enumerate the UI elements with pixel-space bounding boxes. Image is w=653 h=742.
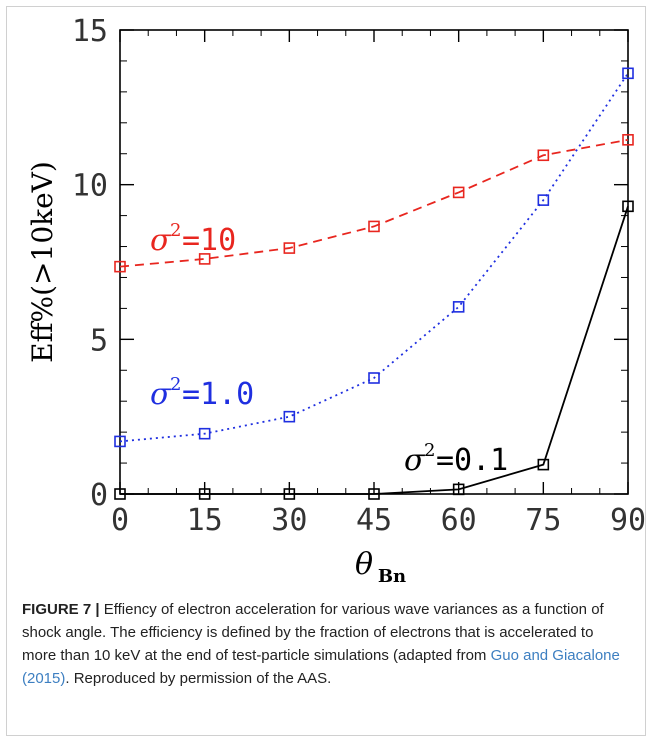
series-label-symbol: σ bbox=[150, 377, 172, 412]
x-tick-label: 60 bbox=[441, 503, 477, 538]
x-tick-label: 45 bbox=[356, 503, 392, 538]
figure-caption: FIGURE 7 | Effiency of electron accelera… bbox=[22, 598, 622, 690]
x-tick-label: 0 bbox=[111, 503, 129, 538]
data-point bbox=[537, 149, 550, 162]
data-point bbox=[368, 220, 380, 233]
plot-frame bbox=[119, 29, 629, 495]
y-tick-label: 0 bbox=[90, 478, 108, 513]
caption-text: Effiency of electron acceleration for va… bbox=[22, 601, 604, 664]
caption-text-end: . Reproduced by permission of the AAS. bbox=[65, 670, 332, 687]
data-point bbox=[283, 488, 296, 500]
series-label-value: =10 bbox=[182, 223, 236, 258]
data-point bbox=[622, 67, 634, 80]
x-tick-label: 75 bbox=[525, 503, 561, 538]
data-point bbox=[368, 488, 380, 500]
data-point bbox=[283, 242, 296, 254]
x-tick-label: 30 bbox=[271, 503, 307, 538]
data-point bbox=[114, 260, 126, 273]
data-point bbox=[114, 435, 126, 448]
x-axis-label: θ bbox=[355, 547, 373, 582]
data-point bbox=[622, 200, 634, 213]
x-axis-label-subscript: Bn bbox=[378, 566, 406, 587]
series-label-symbol: σ bbox=[404, 443, 426, 478]
series-label-superscript: 2 bbox=[170, 374, 181, 395]
data-point bbox=[198, 427, 211, 440]
series-label-value: =1.0 bbox=[182, 377, 254, 412]
y-tick-label: 5 bbox=[90, 323, 108, 358]
caption-label: FIGURE 7 | bbox=[22, 601, 100, 618]
series-label-symbol: σ bbox=[150, 223, 172, 258]
caption-citation-link[interactable]: Guo and Giacalone (2015) bbox=[22, 647, 620, 687]
data-point bbox=[452, 186, 465, 199]
series-line bbox=[120, 206, 629, 495]
data-point bbox=[114, 488, 126, 500]
series-line bbox=[119, 72, 629, 443]
series-label-value: =0.1 bbox=[436, 443, 508, 478]
data-point bbox=[198, 488, 211, 500]
series-label-superscript: 2 bbox=[170, 220, 181, 241]
data-point bbox=[452, 483, 465, 496]
data-point bbox=[537, 194, 550, 206]
figure-frame bbox=[6, 6, 646, 736]
y-tick-label: 10 bbox=[72, 169, 108, 204]
x-tick-label: 15 bbox=[187, 503, 223, 538]
data-point bbox=[283, 410, 296, 423]
series-line bbox=[119, 138, 629, 268]
data-point bbox=[368, 372, 380, 384]
x-tick-label: 90 bbox=[610, 503, 646, 538]
data-point bbox=[452, 301, 465, 313]
y-tick-label: 15 bbox=[72, 14, 108, 49]
data-point bbox=[622, 134, 634, 146]
data-point bbox=[198, 253, 211, 265]
series-label-superscript: 2 bbox=[424, 440, 435, 461]
data-point bbox=[537, 458, 550, 471]
y-axis-label: Eff%(>10keV) bbox=[26, 161, 59, 363]
